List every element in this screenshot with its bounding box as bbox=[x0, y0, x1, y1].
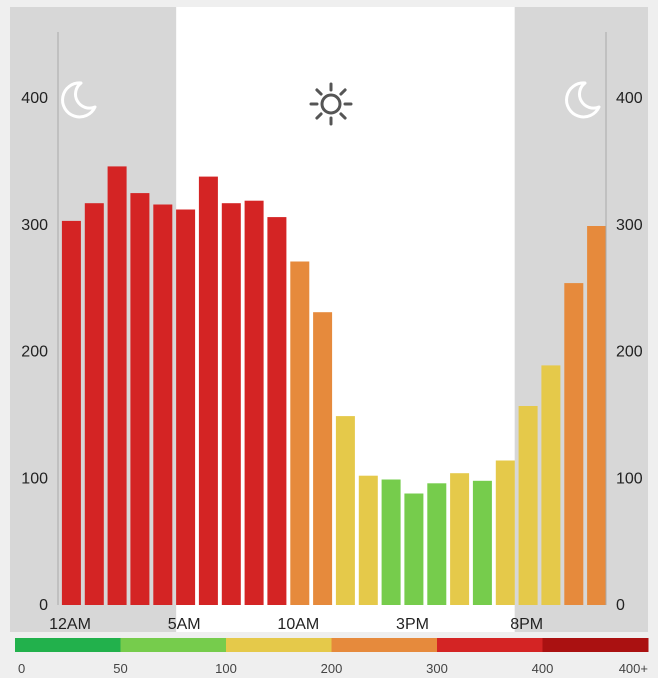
legend-threshold-label: 200 bbox=[321, 661, 343, 676]
labels-layer: 0 0 100 100 200 200 300 300 400 400 12AM 5AM 10AM 3PM… bbox=[21, 90, 643, 632]
legend-swatch bbox=[15, 638, 121, 652]
y-tick-label-left: 100 bbox=[21, 470, 48, 487]
bar bbox=[472, 480, 492, 605]
legend-swatch bbox=[437, 638, 543, 652]
y-tick-label-right: 100 bbox=[616, 470, 643, 487]
bar bbox=[313, 312, 333, 605]
legend-threshold-label: 400 bbox=[532, 661, 554, 676]
y-tick-label-right: 300 bbox=[616, 217, 643, 234]
legend-swatch bbox=[226, 638, 332, 652]
color-legend: 0 50 100 200 300 400 400+ bbox=[15, 638, 649, 676]
bar bbox=[244, 200, 264, 605]
bar bbox=[427, 483, 447, 605]
moon-icon bbox=[565, 81, 601, 119]
legend-threshold-label: 100 bbox=[215, 661, 237, 676]
x-tick-label: 8PM bbox=[510, 616, 543, 632]
bar bbox=[107, 166, 127, 605]
legend-threshold-label: 50 bbox=[113, 661, 127, 676]
x-tick-label: 10AM bbox=[277, 616, 319, 632]
legend-threshold-label: 400+ bbox=[619, 661, 648, 676]
bar bbox=[267, 217, 287, 605]
bar bbox=[176, 209, 196, 605]
bar bbox=[564, 283, 584, 605]
bar bbox=[130, 193, 150, 605]
bar bbox=[290, 261, 310, 605]
bar bbox=[450, 473, 470, 605]
moon-icon bbox=[61, 81, 97, 119]
bar bbox=[61, 220, 81, 605]
x-tick-label: 12AM bbox=[49, 616, 91, 632]
y-tick-label-right: 400 bbox=[616, 90, 643, 107]
y-tick-label-right: 200 bbox=[616, 344, 643, 361]
bars-layer bbox=[61, 166, 607, 605]
y-tick-label-left: 300 bbox=[21, 217, 48, 234]
y-tick-label-left: 400 bbox=[21, 90, 48, 107]
icons-layer bbox=[61, 81, 601, 126]
bar bbox=[335, 416, 355, 605]
bar bbox=[587, 226, 607, 605]
bar bbox=[381, 479, 401, 605]
bar bbox=[541, 365, 561, 605]
bar bbox=[221, 203, 241, 605]
sun-icon bbox=[309, 82, 353, 126]
bar bbox=[358, 475, 378, 605]
bar bbox=[84, 203, 104, 605]
y-tick-label-right: 0 bbox=[616, 597, 625, 614]
legend-swatch bbox=[542, 638, 649, 652]
bar bbox=[153, 204, 173, 605]
chart-area: 0 0 100 100 200 200 300 300 400 400 12AM 5AM 10AM 3PM… bbox=[10, 7, 648, 632]
bar bbox=[518, 406, 538, 605]
bar bbox=[495, 460, 515, 605]
y-tick-label-left: 0 bbox=[39, 597, 48, 614]
y-tick-label-left: 200 bbox=[21, 344, 48, 361]
axis-layer bbox=[57, 32, 607, 605]
x-tick-label: 5AM bbox=[168, 616, 201, 632]
legend-swatch bbox=[120, 638, 227, 652]
bar-chart: 0 0 100 100 200 200 300 300 400 400 12AM 5AM 10AM 3PM… bbox=[10, 7, 648, 632]
legend-threshold-label: 300 bbox=[426, 661, 448, 676]
bar bbox=[198, 176, 218, 605]
legend-swatch bbox=[331, 638, 438, 652]
bar bbox=[404, 493, 424, 605]
legend-threshold-label: 0 bbox=[18, 661, 25, 676]
x-tick-label: 3PM bbox=[396, 616, 429, 632]
